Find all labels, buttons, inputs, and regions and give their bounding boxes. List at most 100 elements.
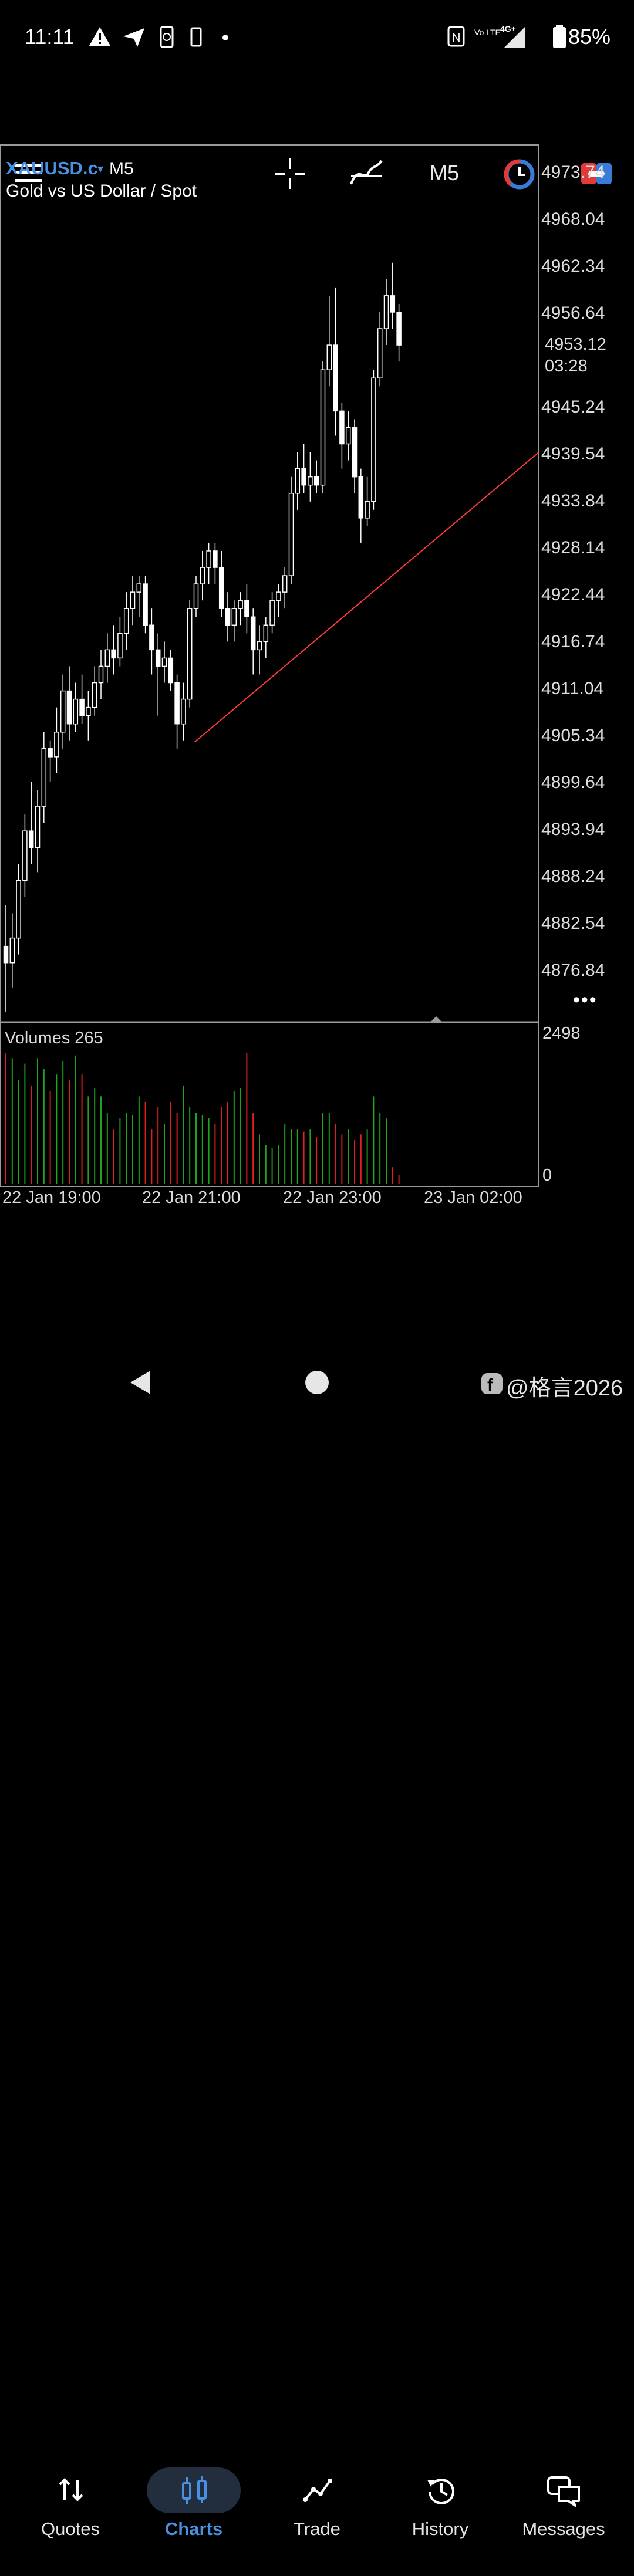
- price-axis-label: 4933.84: [541, 491, 605, 511]
- candle-body: [168, 657, 174, 684]
- candle-body: [313, 476, 319, 486]
- candle-body: [22, 830, 28, 881]
- candle-body: [244, 600, 249, 617]
- chart-toolbar: M5: [0, 70, 634, 190]
- candle-body: [3, 945, 9, 964]
- candle-body: [231, 608, 237, 626]
- candle-body: [9, 937, 15, 964]
- timeframe-button[interactable]: M5: [430, 161, 460, 185]
- chart-timeframe: M5: [109, 159, 134, 178]
- nav-trade-label: Trade: [294, 2518, 340, 2539]
- status-connectivity-icons: N Vo LTE 4G+: [447, 24, 525, 48]
- time-label: 22 Jan 23:00: [283, 1188, 382, 1207]
- candle-body: [181, 698, 186, 725]
- nav-quotes[interactable]: [12, 2459, 129, 2576]
- home-icon[interactable]: [304, 1370, 330, 1395]
- chart-area[interactable]: XAUUSD.c ▾ M5 Gold vs US Dollar / Spot 4…: [0, 144, 634, 1206]
- volume-bars-group: [5, 1053, 400, 1184]
- price-axis-label: 4882.54: [541, 914, 605, 933]
- back-icon[interactable]: [129, 1370, 153, 1395]
- candle-body: [149, 624, 154, 651]
- price-axis-label: 4888.24: [541, 867, 605, 886]
- status-time: 11:11: [25, 25, 75, 49]
- candles-group: [3, 262, 402, 1012]
- candle-body: [345, 427, 351, 445]
- navigation-icon: [123, 28, 144, 47]
- candle-body: [73, 698, 79, 725]
- candle-body: [200, 567, 205, 584]
- nav-charts[interactable]: [135, 2459, 252, 2576]
- nfc-icon: N: [447, 26, 465, 47]
- svg-text:f: f: [487, 1375, 494, 1395]
- candle-body: [365, 501, 370, 519]
- candle-body: [352, 427, 358, 478]
- price-axis-label: 4956.64: [541, 303, 605, 323]
- candle-body: [390, 295, 396, 313]
- candle-body: [86, 706, 91, 716]
- candle-body: [218, 567, 224, 609]
- candle-body: [155, 649, 161, 667]
- time-label: 22 Jan 21:00: [142, 1188, 241, 1207]
- candle-body: [60, 690, 66, 733]
- chart-symbol[interactable]: XAUUSD.c: [6, 158, 98, 178]
- candle-body: [187, 608, 193, 700]
- quotes-icon: [59, 2478, 83, 2501]
- candle-body: [35, 806, 41, 848]
- candle-body: [396, 312, 402, 346]
- price-axis-label: 4905.34: [541, 726, 605, 745]
- nav-charts-label: Charts: [164, 2518, 223, 2539]
- one-click-trading-icon[interactable]: [504, 158, 535, 190]
- price-axis-label: 4876.84: [541, 961, 605, 980]
- status-bar: 11:11 N Vo LTE 4G+ 85%: [0, 0, 634, 70]
- candle-body: [301, 468, 306, 486]
- bar-countdown: 03:28: [545, 357, 588, 376]
- candle-body: [28, 830, 34, 848]
- candle-body: [383, 295, 389, 329]
- menu-icon[interactable]: [15, 161, 43, 185]
- crosshair-icon[interactable]: [275, 158, 305, 189]
- candle-body: [276, 591, 281, 601]
- nav-messages[interactable]: [505, 2459, 622, 2576]
- system-navigation-bar: f @格言2026: [0, 1350, 634, 1408]
- candle-body: [54, 731, 59, 758]
- candle-body: [161, 657, 167, 667]
- price-chart[interactable]: [0, 144, 634, 1206]
- facebook-logo-icon: f: [481, 1373, 503, 1395]
- indicators-icon[interactable]: [350, 158, 383, 189]
- nav-quotes-label: Quotes: [41, 2518, 100, 2539]
- candle-body: [174, 682, 180, 725]
- nav-history[interactable]: [382, 2459, 499, 2576]
- time-label: 22 Jan 19:00: [2, 1188, 101, 1207]
- candle-body: [333, 344, 338, 412]
- price-axis-label: 4899.64: [541, 773, 605, 792]
- price-axis-label: 4893.94: [541, 820, 605, 839]
- candle-body: [48, 748, 53, 758]
- symbol-dropdown-icon[interactable]: ▾: [97, 163, 104, 175]
- separator-handle-icon: [430, 1016, 442, 1022]
- candle-body: [41, 748, 47, 807]
- price-axis-label: 4911.04: [541, 679, 604, 698]
- candle-body: [295, 468, 301, 494]
- nav-trade[interactable]: [258, 2459, 376, 2576]
- candle-body: [16, 880, 21, 939]
- phone-sync-icon: [160, 26, 174, 48]
- price-axis-label: 4928.14: [541, 538, 605, 557]
- trade-buttons-icon[interactable]: [581, 162, 612, 185]
- candle-body: [213, 550, 218, 568]
- price-axis-label: 4922.44: [541, 585, 605, 604]
- svg-text:4G+: 4G+: [500, 24, 516, 33]
- candle-body: [263, 624, 269, 643]
- time-label: 23 Jan 02:00: [424, 1188, 522, 1207]
- price-axis-label: 4916.74: [541, 632, 605, 651]
- more-options-icon[interactable]: •••: [573, 989, 598, 1011]
- candle-body: [104, 649, 110, 667]
- candle-body: [193, 583, 199, 609]
- battery-icon: [553, 25, 566, 48]
- status-notification-icons: [89, 26, 228, 48]
- svg-text:Vo LTE: Vo LTE: [474, 28, 501, 37]
- candle-body: [371, 377, 376, 502]
- candle-body: [130, 591, 136, 609]
- trade-icon: [303, 2479, 332, 2502]
- candle-body: [143, 583, 148, 626]
- volte-icon: Vo LTE: [474, 28, 501, 37]
